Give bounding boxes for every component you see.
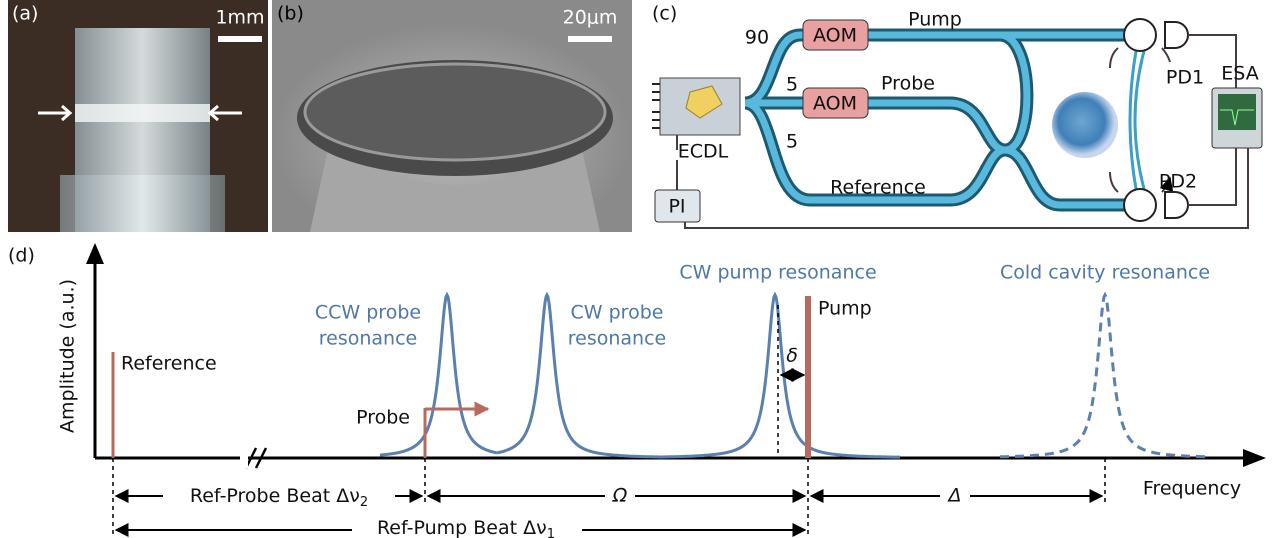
analyzer-screen (1218, 94, 1256, 130)
aom-label: AOM (813, 25, 857, 47)
pd-label: PD2 (1159, 171, 1197, 193)
split-label: 90 (745, 27, 769, 49)
reference-label: Reference (121, 353, 217, 375)
x-arrow (1243, 449, 1266, 467)
resonator (1052, 92, 1118, 158)
resonances (380, 295, 1210, 457)
beat-text: Ref-Pump Beat Δν (377, 517, 547, 538)
panel-label: (a) (12, 3, 38, 25)
scale-label: 1mm (215, 7, 264, 29)
circulator (1124, 189, 1156, 221)
beat-text: Ref-Probe Beat Δν (190, 485, 360, 507)
page: {"panel_a": {"label": "(a)", "scale": "1… (0, 0, 1281, 538)
circulator (1124, 19, 1156, 51)
resonance-curve (1000, 295, 1210, 457)
omega-label: Ω (612, 485, 628, 507)
controller-label: PI (668, 196, 685, 218)
laser-label: ECDL (678, 141, 729, 163)
pd-label: PD1 (1166, 67, 1204, 89)
axis-break-gap (240, 448, 248, 468)
body: (a) 1mm (b) 20μm (c) AOM AOM Pump Probe … (0, 0, 1281, 538)
pump-label: Pump (818, 298, 872, 320)
scale-bar (218, 36, 262, 42)
scale-label: 20μm (563, 7, 618, 29)
analyzer-label: ESA (1221, 63, 1258, 85)
probe-label: Probe (356, 407, 410, 429)
panel-label: (c) (652, 3, 677, 25)
y-arrow (86, 243, 104, 264)
panel-label: (b) (277, 3, 304, 25)
aom-label: AOM (813, 93, 857, 115)
resonance-label: Cold cavity resonance (1000, 262, 1210, 284)
reference-label: Reference (830, 177, 926, 199)
resonance-label: CW probe (571, 302, 664, 324)
beat-label: Ref-Probe Beat Δν2 (190, 485, 368, 510)
resonance-label: CW pump resonance (679, 262, 876, 284)
glass-base (60, 175, 225, 232)
beat-sub: 1 (547, 527, 555, 538)
detuning-label: δ (786, 345, 798, 367)
resonator-ring (75, 104, 210, 122)
resonance-label: resonance (319, 328, 417, 350)
split-label: 5 (786, 74, 798, 96)
laser-pins (652, 84, 660, 128)
split-label: 5 (786, 131, 798, 153)
figure: (a) 1mm (b) 20μm (c) AOM AOM Pump Probe … (0, 0, 1281, 538)
beat-sub: 2 (360, 495, 368, 510)
pump-label: Pump (908, 9, 962, 31)
disk-top (305, 64, 605, 160)
resonance-label: resonance (568, 328, 666, 350)
taper (1130, 51, 1144, 189)
delta-label: Δ (947, 485, 962, 507)
y-axis-label: Amplitude (a.u.) (57, 279, 79, 433)
beat-label: Ref-Pump Beat Δν1 (377, 517, 555, 538)
scale-bar (568, 36, 612, 42)
x-axis-label: Frequency (1143, 478, 1241, 500)
panel-label: (d) (8, 245, 35, 267)
probe-label: Probe (881, 73, 935, 95)
resonance-label: CCW probe (315, 302, 421, 324)
